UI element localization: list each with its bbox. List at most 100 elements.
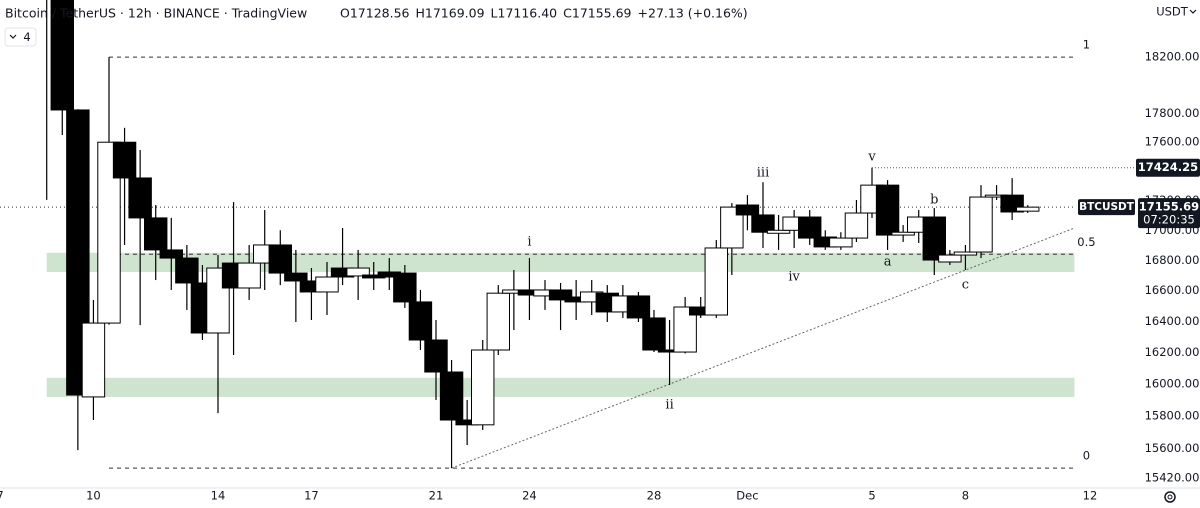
ohlc-value: L17116.40 [491, 6, 558, 21]
candle-body [844, 212, 869, 239]
high-badge-label: 17424.25 [1138, 160, 1198, 174]
y-tick-label: 15600.00 [1145, 441, 1200, 455]
candle-body [673, 306, 697, 353]
wave-label: c [962, 278, 969, 293]
ohlc-value: C17155.69 [563, 6, 631, 21]
candle-body [315, 276, 339, 293]
candle-body [97, 141, 121, 324]
x-tick-label: 8 [962, 489, 969, 503]
candle-body [626, 295, 651, 319]
wave-label: iv [788, 270, 800, 285]
wave-label: b [930, 192, 938, 207]
fib-label: 0.5 [1077, 235, 1095, 249]
candle-body [393, 272, 417, 303]
settings-gear[interactable] [1164, 491, 1176, 503]
indicator-toggle[interactable] [4, 27, 37, 47]
candle-body [50, 0, 74, 111]
x-tick-label: 24 [522, 489, 537, 503]
candle-body [268, 244, 292, 274]
trend-line [451, 227, 1075, 469]
candle-body [751, 214, 775, 233]
y-tick-label: 15800.00 [1145, 409, 1200, 423]
currency-caret [1189, 9, 1197, 14]
y-tick-label: 16600.00 [1145, 283, 1200, 297]
x-tick-label: 28 [647, 489, 662, 503]
candle-body [346, 267, 370, 277]
support-zone [46, 252, 1075, 272]
x-tick-label: 14 [211, 489, 226, 503]
fib-label: 1 [1083, 38, 1090, 52]
ohlc-value: H17169.09 [415, 6, 484, 21]
candle-body [798, 216, 822, 239]
ohlc-value: O17128.56 [340, 6, 410, 21]
candle-body [284, 272, 308, 282]
candle-body [237, 262, 261, 289]
candle-body [128, 177, 152, 219]
axes: 18200.0017800.0017600.0017200.0017000.00… [0, 38, 1200, 503]
ohlc-header: O17128.56 H17169.09 L17116.40 C17155.69 +27.… [340, 6, 748, 21]
candle-body [112, 141, 137, 179]
x-tick-label: 12 [1083, 489, 1098, 503]
fib-label: 0 [1083, 449, 1090, 463]
candle-body [1016, 206, 1040, 212]
candle-body [766, 229, 791, 234]
chart-title: Bitcoin / TetherUS · 12h · BINANCE · Tra… [5, 6, 307, 21]
y-tick-label: 17800.00 [1145, 106, 1200, 120]
y-tick-label: 16200.00 [1145, 345, 1200, 359]
y-tick-label: 18200.00 [1145, 50, 1200, 64]
currency-selector[interactable]: USDT [1156, 5, 1189, 19]
candle-body [159, 249, 183, 259]
candle-body [969, 196, 993, 253]
wave-label: a [884, 254, 892, 269]
candle-body [735, 204, 760, 216]
high-badge [1136, 158, 1200, 177]
candle-body [144, 217, 168, 251]
candle-body [829, 237, 853, 248]
candle-body [486, 292, 510, 351]
candle-body [704, 247, 728, 316]
candle-body [922, 216, 946, 261]
x-tick-label: 10 [86, 489, 101, 503]
candle-body [471, 349, 495, 426]
support-zone [46, 377, 1075, 397]
ohlc-value: +27.13 (+0.16%) [638, 6, 748, 21]
candle-body [548, 289, 573, 301]
last-price-badge [1138, 198, 1200, 229]
y-tick-label: 16800.00 [1145, 253, 1200, 267]
symbol-badge-label: BTCUSDT [1079, 201, 1135, 213]
candle-body [424, 339, 448, 373]
last-price-label: 17155.69 [1139, 200, 1199, 214]
candle-body [408, 301, 433, 341]
symbol-badge [1078, 199, 1135, 216]
indicator-count: 4 [23, 30, 30, 44]
candle-body [891, 231, 915, 236]
y-tick-label: 16000.00 [1145, 377, 1200, 391]
x-tick-label: 7 [0, 489, 4, 503]
gear-ring [1164, 491, 1176, 503]
wave-label: iii [757, 165, 769, 180]
x-tick-label: Dec [736, 489, 758, 503]
candle-body [875, 184, 900, 236]
y-tick-label: 17600.00 [1145, 135, 1200, 149]
x-tick-label: 5 [868, 489, 875, 503]
candle-body [175, 257, 199, 284]
wave-label: ii [665, 397, 673, 412]
candle-body [642, 317, 666, 351]
wave-label: i [527, 234, 531, 249]
wave-label: v [867, 150, 876, 165]
candle-body [720, 206, 744, 249]
countdown-label: 07:20:35 [1143, 213, 1195, 227]
candle-body [81, 322, 106, 398]
candle-body [953, 251, 978, 256]
gear-hub [1167, 494, 1173, 500]
candle-body [439, 371, 464, 421]
y-tick-label: 16400.00 [1145, 314, 1200, 328]
chevron-icon [9, 34, 17, 39]
x-tick-label: 17 [304, 489, 319, 503]
candle-body [938, 254, 962, 263]
y-tick-label: 15420.00 [1145, 470, 1200, 484]
x-tick-label: 21 [429, 489, 444, 503]
